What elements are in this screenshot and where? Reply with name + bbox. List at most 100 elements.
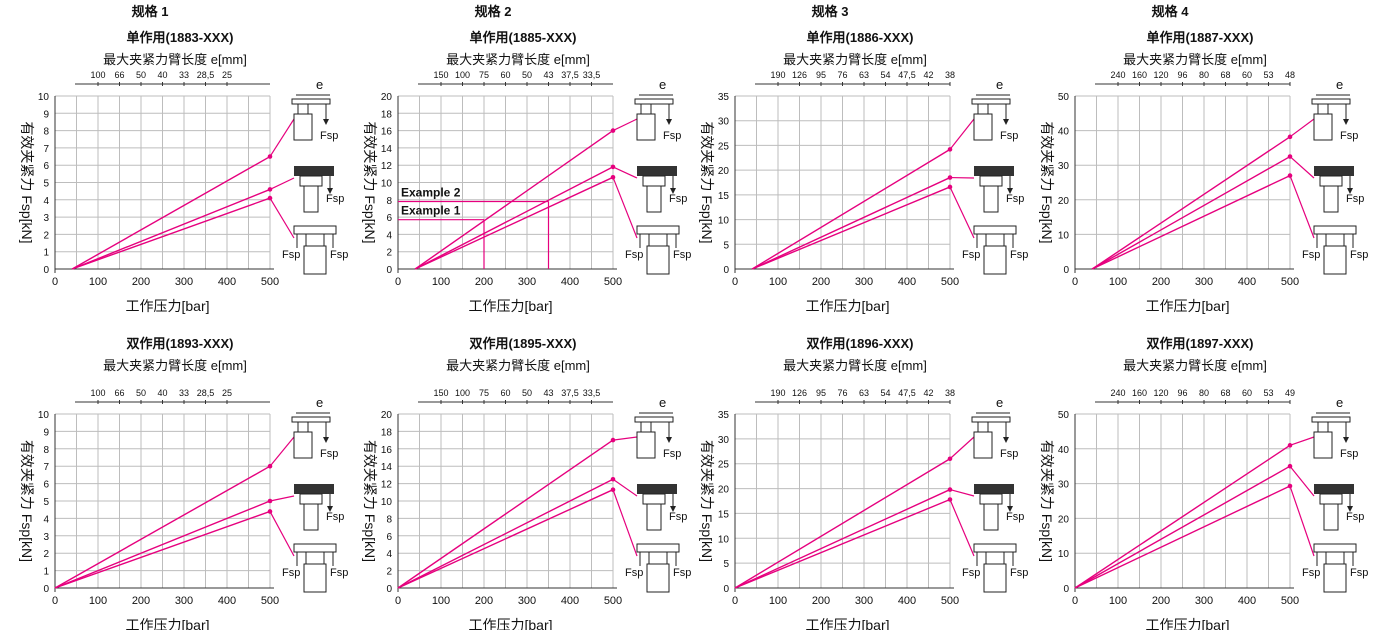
chart-title: 双作用(1893-XXX) [127, 336, 234, 351]
y-tick-label: 9 [43, 427, 49, 438]
x-tick-label: 0 [1072, 595, 1078, 607]
series-line-2 [1091, 155, 1291, 270]
top-tick-label: 120 [1153, 388, 1168, 398]
y-tick-label: 2 [43, 549, 49, 560]
y-tick-label: 6 [43, 480, 49, 491]
series-line-2 [751, 176, 951, 270]
y-tick-label: 5 [723, 240, 729, 251]
fsp-label: Fsp [673, 249, 691, 261]
y-axis-title: 有效夹紧力 Fsp[kN] [362, 121, 378, 243]
y-tick-label: 20 [718, 485, 730, 496]
y-tick-label: 18 [381, 109, 393, 120]
chart-panel: 双作用(1896-XXX) 最大夹紧力臂长度 e[mm] 0 5 10 15 20 25 30 3… [699, 336, 1028, 630]
top-tick-label: 33 [179, 70, 189, 80]
top-axis-title: 最大夹紧力臂长度 e[mm] [446, 52, 590, 67]
top-tick-label: 66 [114, 388, 124, 398]
clamp-swing-icon: Fsp [974, 166, 1024, 213]
x-tick-label: 200 [812, 276, 830, 288]
y-tick-label: 25 [718, 141, 730, 152]
y-tick-label: 4 [43, 514, 49, 525]
leader-line [612, 489, 638, 557]
top-tick-label: 63 [859, 388, 869, 398]
x-tick-label: 100 [89, 276, 107, 288]
top-tick-label: 63 [859, 70, 869, 80]
x-tick-label: 300 [518, 276, 536, 288]
top-tick-label: 37,5 [561, 70, 579, 80]
fsp-label: Fsp [1346, 193, 1364, 205]
x-tick-label: 100 [432, 595, 450, 607]
x-tick-label: 400 [218, 276, 236, 288]
top-tick-label: 47,5 [898, 70, 916, 80]
series-line-3 [1091, 174, 1291, 270]
top-tick-label: 120 [1153, 70, 1168, 80]
y-tick-label: 6 [386, 532, 392, 543]
x-tick-label: 500 [261, 595, 279, 607]
series-line-1 [1074, 444, 1291, 589]
leader-line [1289, 118, 1315, 138]
clamp-swing-icon: Fsp [294, 484, 344, 531]
x-axis-title: 工作压力[bar] [1145, 298, 1229, 314]
top-tick-label: 75 [479, 388, 489, 398]
y-tick-label: 8 [386, 196, 392, 207]
chart-title: 单作用(1887-XXX) [1147, 30, 1254, 45]
y-tick-label: 0 [43, 584, 49, 595]
grid [734, 413, 951, 589]
series-line-2 [1074, 465, 1291, 589]
series-line-3 [414, 176, 614, 270]
series-line-3 [397, 489, 614, 589]
arm-length-e-label: e [1336, 395, 1343, 410]
y-tick-label: 4 [386, 549, 392, 560]
x-tick-label: 500 [261, 276, 279, 288]
top-tick-label: 160 [1132, 70, 1147, 80]
leader-line [1289, 465, 1315, 497]
y-tick-label: 7 [43, 462, 49, 473]
x-tick-label: 200 [132, 595, 150, 607]
chart-title: 单作用(1883-XXX) [127, 30, 234, 45]
x-tick-label: 300 [855, 276, 873, 288]
y-tick-label: 16 [381, 127, 393, 138]
y-tick-label: 15 [718, 509, 730, 520]
top-tick-label: 150 [433, 70, 448, 80]
arm-length-e-label: e [996, 395, 1003, 410]
fsp-label: Fsp [1346, 511, 1364, 523]
top-tick-label: 50 [522, 388, 532, 398]
series-line-3 [734, 498, 951, 589]
y-tick-label: 4 [43, 196, 49, 207]
top-tick-label: 68 [1220, 70, 1230, 80]
y-tick-label: 2 [43, 230, 49, 241]
top-tick-label: 126 [792, 388, 807, 398]
x-tick-label: 300 [518, 595, 536, 607]
leader-line [269, 495, 295, 502]
top-tick-label: 126 [792, 70, 807, 80]
y-tick-label: 2 [386, 248, 392, 259]
y-tick-label: 0 [386, 265, 392, 276]
x-tick-label: 100 [89, 595, 107, 607]
fsp-label: Fsp [282, 567, 300, 579]
leader-line [949, 488, 975, 497]
leader-line [269, 177, 295, 190]
fsp-label: Fsp [326, 511, 344, 523]
x-tick-label: 400 [1238, 276, 1256, 288]
y-tick-label: 5 [43, 497, 49, 508]
y-tick-label: 20 [718, 166, 730, 177]
example-label: Example 2 [401, 186, 461, 200]
clamp-lever-icon: Fsp Fsp [282, 543, 348, 593]
arm-length-e-label: e [996, 77, 1003, 92]
clamp-arm-e-icon: e Fsp [291, 395, 338, 460]
fsp-label: Fsp [669, 193, 687, 205]
x-tick-label: 300 [175, 595, 193, 607]
fsp-label: Fsp [330, 567, 348, 579]
x-tick-label: 300 [1195, 276, 1213, 288]
chart-panel: 规格 1 单作用(1883-XXX) 最大夹紧力臂长度 e[mm] 0 1 2 3 4 5 6 7 8… [19, 4, 348, 314]
top-tick-label: 100 [90, 388, 105, 398]
clamp-arm-e-icon: e Fsp [1311, 395, 1358, 460]
fsp-label: Fsp [1006, 193, 1024, 205]
top-axis-title: 最大夹紧力臂长度 e[mm] [1123, 52, 1267, 67]
clamp-arm-e-icon: e Fsp [1311, 77, 1358, 142]
x-tick-label: 200 [475, 276, 493, 288]
y-axis-title: 有效夹紧力 Fsp[kN] [1039, 440, 1055, 562]
top-tick-label: 240 [1110, 70, 1125, 80]
y-tick-label: 5 [43, 179, 49, 190]
x-tick-label: 300 [855, 595, 873, 607]
series-line-1 [71, 155, 271, 270]
